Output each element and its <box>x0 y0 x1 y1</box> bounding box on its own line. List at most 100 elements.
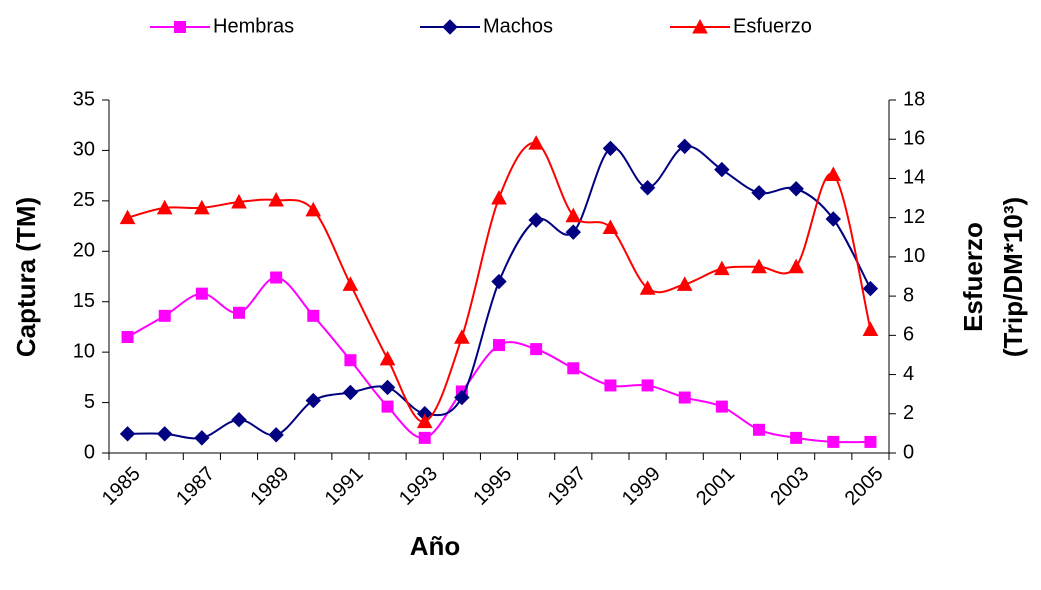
y2-axis-title: Esfuerzo <box>958 222 988 332</box>
data-point <box>158 309 171 322</box>
y-tick-label: 10 <box>73 340 95 362</box>
legend-label: Machos <box>483 15 553 37</box>
legend-label: Hembras <box>213 15 294 37</box>
data-point <box>862 321 879 336</box>
data-point <box>305 392 321 409</box>
data-point <box>751 258 767 274</box>
y-tick-label: 15 <box>73 290 95 312</box>
data-point <box>715 400 728 413</box>
data-point <box>121 331 134 344</box>
data-point <box>864 435 877 448</box>
x-tick-label: 2001 <box>692 463 739 510</box>
data-point <box>678 391 691 404</box>
data-point <box>491 273 507 290</box>
data-point <box>194 199 210 215</box>
x-tick-label: 1999 <box>618 463 665 510</box>
data-point <box>567 362 580 375</box>
data-point <box>714 260 730 276</box>
legend-label: Esfuerzo <box>733 15 812 37</box>
data-point <box>827 435 840 448</box>
data-point <box>270 271 283 284</box>
data-point <box>639 280 656 295</box>
data-point <box>119 209 136 225</box>
x-tick-label: 1991 <box>321 463 368 510</box>
y2-tick-label: 14 <box>903 167 925 189</box>
data-point <box>528 135 544 150</box>
y-tick-label: 30 <box>73 139 95 161</box>
data-point <box>231 412 247 428</box>
legend-marker <box>442 19 458 35</box>
data-point <box>788 181 804 197</box>
data-point <box>639 180 656 196</box>
y2-tick-label: 8 <box>903 284 914 306</box>
data-point <box>454 329 470 344</box>
data-point <box>454 389 470 406</box>
data-point <box>379 350 396 366</box>
y-tick-label: 20 <box>73 240 95 262</box>
y2-tick-label: 4 <box>903 363 914 385</box>
y2-tick-label: 0 <box>903 441 914 463</box>
y-tick-label: 0 <box>84 441 95 463</box>
data-point <box>119 426 136 442</box>
data-point <box>231 193 247 209</box>
data-point <box>491 190 507 205</box>
data-point <box>307 309 320 322</box>
data-point <box>195 287 208 300</box>
y2-tick-label: 6 <box>903 324 914 346</box>
x-tick-label: 2005 <box>841 463 888 510</box>
data-point <box>305 201 322 217</box>
data-point <box>493 339 505 352</box>
x-tick-label: 2003 <box>766 463 813 510</box>
legend-marker <box>174 21 186 33</box>
y-tick-label: 25 <box>73 189 95 211</box>
data-point <box>604 379 617 392</box>
y-axis-title: Captura (TM) <box>11 197 41 357</box>
x-tick-label: 1993 <box>395 463 442 510</box>
data-point <box>565 224 581 240</box>
x-tick-label: 1997 <box>544 463 591 510</box>
data-point <box>565 207 582 223</box>
x-tick-label: 1987 <box>172 463 219 510</box>
data-point <box>790 431 803 444</box>
x-tick-label: 1985 <box>98 463 145 510</box>
data-point <box>714 161 730 178</box>
legend-marker <box>692 18 708 34</box>
data-point <box>753 423 765 436</box>
y2-tick-label: 12 <box>903 206 925 228</box>
data-point <box>862 280 879 297</box>
data-point <box>418 431 431 444</box>
y2-axis-title: (Trip/DM*10³) <box>998 197 1028 357</box>
data-point <box>602 140 619 157</box>
y-tick-label: 35 <box>73 88 95 110</box>
data-point <box>677 138 693 155</box>
data-point <box>268 191 284 207</box>
data-point <box>788 258 804 274</box>
data-point <box>528 212 544 228</box>
data-point <box>602 219 619 234</box>
data-point <box>233 306 245 319</box>
data-point <box>379 379 396 396</box>
data-point <box>676 276 693 291</box>
x-tick-label: 1989 <box>246 463 293 510</box>
data-point <box>825 166 842 182</box>
y-tick-label: 5 <box>84 391 95 413</box>
data-point <box>194 430 210 446</box>
data-point <box>268 427 284 443</box>
data-point <box>344 354 357 367</box>
data-point <box>342 384 359 401</box>
data-point <box>156 199 173 215</box>
data-point <box>157 426 173 442</box>
data-point <box>416 413 433 429</box>
y2-tick-label: 10 <box>903 245 925 267</box>
data-point <box>530 343 543 356</box>
data-point <box>825 211 841 227</box>
data-point <box>342 276 359 291</box>
x-axis-title: Año <box>410 531 461 561</box>
y2-tick-label: 2 <box>903 402 914 424</box>
data-point <box>751 185 767 201</box>
x-tick-label: 1995 <box>469 463 516 510</box>
y2-tick-label: 16 <box>903 128 925 150</box>
data-point <box>381 400 394 413</box>
y2-tick-label: 18 <box>903 88 925 110</box>
